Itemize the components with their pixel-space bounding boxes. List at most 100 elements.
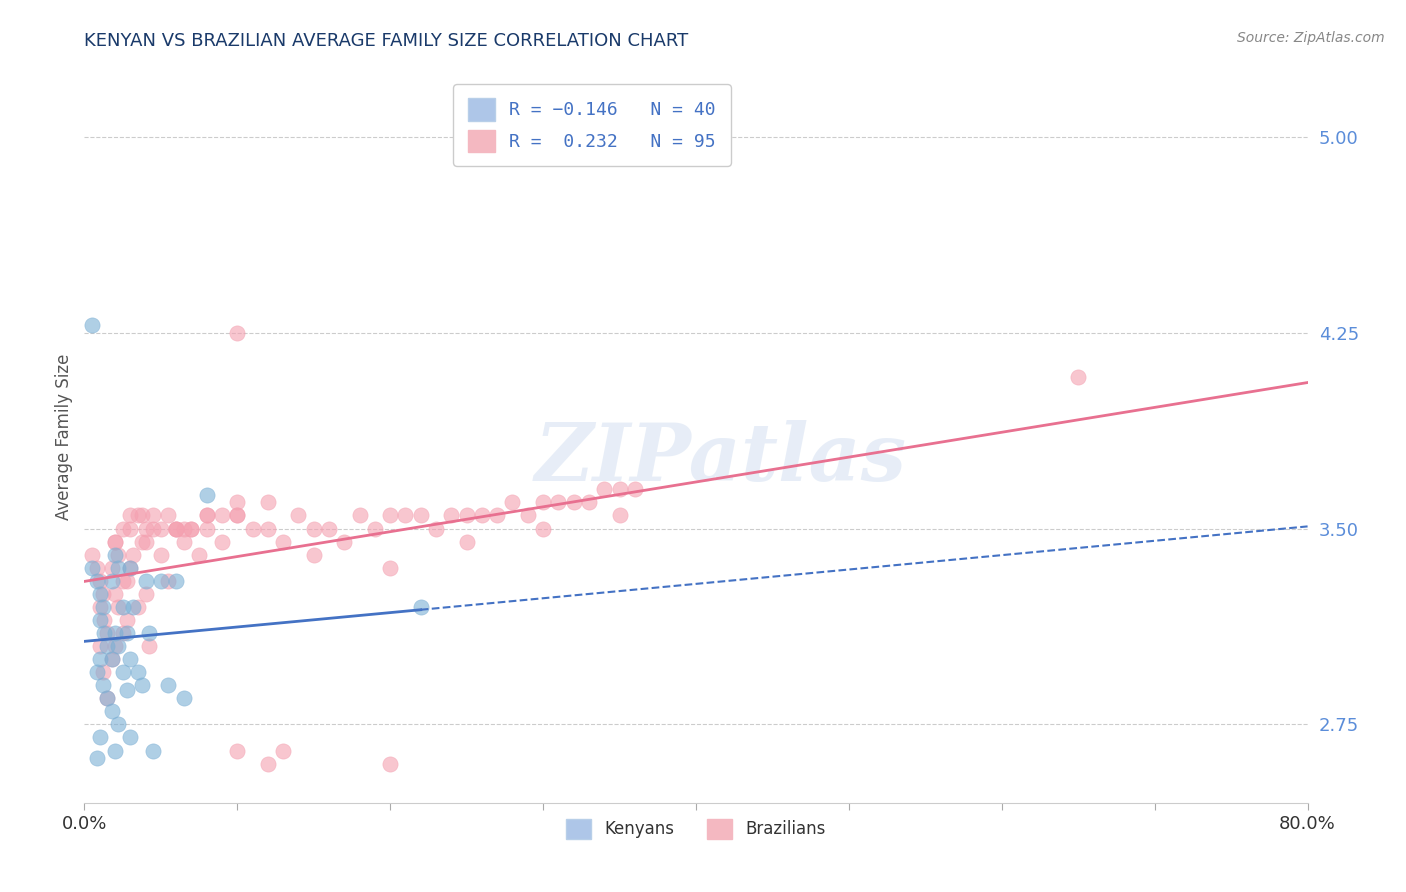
Point xyxy=(122,548,145,562)
Text: ZIPatlas: ZIPatlas xyxy=(534,420,907,498)
Point xyxy=(96,626,118,640)
Point xyxy=(115,626,138,640)
Point xyxy=(257,495,280,509)
Point xyxy=(173,522,195,536)
Point xyxy=(131,508,153,523)
Point xyxy=(91,587,114,601)
Point xyxy=(138,626,160,640)
Point xyxy=(135,522,157,536)
Point xyxy=(89,587,111,601)
Point xyxy=(89,613,111,627)
Point xyxy=(142,508,165,523)
Point xyxy=(131,534,153,549)
Point xyxy=(226,326,249,340)
Point xyxy=(101,560,124,574)
Point xyxy=(165,522,187,536)
Point xyxy=(547,495,569,509)
Point xyxy=(107,548,129,562)
Point xyxy=(91,678,114,692)
Point xyxy=(107,599,129,614)
Point xyxy=(195,508,218,523)
Point xyxy=(531,495,554,509)
Point xyxy=(211,534,233,549)
Point xyxy=(471,508,494,523)
Point xyxy=(302,548,325,562)
Point xyxy=(80,548,103,562)
Point xyxy=(111,665,134,680)
Point xyxy=(149,548,172,562)
Point xyxy=(120,560,142,574)
Point xyxy=(456,508,478,523)
Point xyxy=(624,483,647,497)
Point xyxy=(89,731,111,745)
Point xyxy=(122,599,145,614)
Point xyxy=(226,495,249,509)
Point xyxy=(271,743,294,757)
Point xyxy=(107,639,129,653)
Point xyxy=(135,574,157,588)
Point xyxy=(107,717,129,731)
Point xyxy=(180,522,202,536)
Point xyxy=(226,508,249,523)
Point xyxy=(104,587,127,601)
Point xyxy=(93,613,115,627)
Point xyxy=(101,652,124,666)
Point xyxy=(380,756,402,771)
Point xyxy=(226,508,249,523)
Point xyxy=(120,560,142,574)
Point xyxy=(96,691,118,706)
Point xyxy=(104,534,127,549)
Point xyxy=(120,508,142,523)
Text: Source: ZipAtlas.com: Source: ZipAtlas.com xyxy=(1237,31,1385,45)
Point xyxy=(115,574,138,588)
Point xyxy=(226,743,249,757)
Point xyxy=(409,508,432,523)
Point xyxy=(86,751,108,765)
Point xyxy=(89,574,111,588)
Point xyxy=(165,574,187,588)
Point xyxy=(104,626,127,640)
Point xyxy=(111,599,134,614)
Point xyxy=(111,626,134,640)
Point xyxy=(271,534,294,549)
Point xyxy=(120,731,142,745)
Point xyxy=(111,574,134,588)
Point xyxy=(120,522,142,536)
Point xyxy=(165,522,187,536)
Point xyxy=(86,665,108,680)
Point xyxy=(127,599,149,614)
Point xyxy=(91,665,114,680)
Point xyxy=(195,522,218,536)
Point xyxy=(104,743,127,757)
Point xyxy=(120,652,142,666)
Point xyxy=(380,560,402,574)
Point xyxy=(364,522,387,536)
Point xyxy=(593,483,616,497)
Point xyxy=(486,508,509,523)
Point xyxy=(142,522,165,536)
Point xyxy=(91,599,114,614)
Legend: Kenyans, Brazilians: Kenyans, Brazilians xyxy=(560,812,832,846)
Y-axis label: Average Family Size: Average Family Size xyxy=(55,354,73,520)
Point xyxy=(394,508,416,523)
Point xyxy=(89,639,111,653)
Point xyxy=(318,522,340,536)
Point xyxy=(157,508,180,523)
Point xyxy=(157,574,180,588)
Point xyxy=(127,508,149,523)
Point xyxy=(531,522,554,536)
Point xyxy=(86,574,108,588)
Point xyxy=(104,639,127,653)
Point xyxy=(440,508,463,523)
Point xyxy=(211,508,233,523)
Point xyxy=(131,678,153,692)
Point xyxy=(96,691,118,706)
Point xyxy=(149,574,172,588)
Point xyxy=(1067,370,1090,384)
Point xyxy=(257,522,280,536)
Point xyxy=(111,522,134,536)
Point xyxy=(578,495,600,509)
Point xyxy=(138,639,160,653)
Point xyxy=(349,508,371,523)
Point xyxy=(173,691,195,706)
